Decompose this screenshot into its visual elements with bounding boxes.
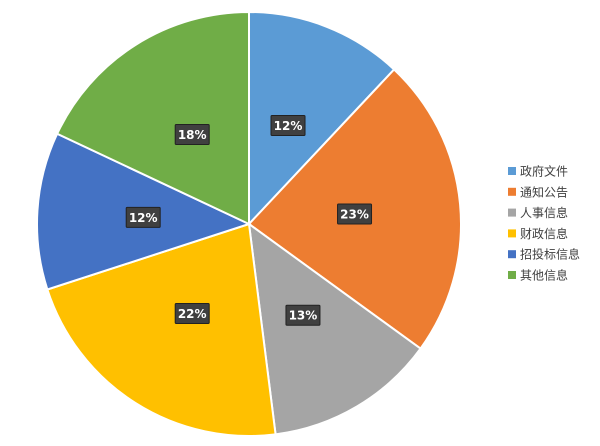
- data-label: 22%: [178, 307, 207, 321]
- data-label: 23%: [340, 208, 369, 222]
- legend-label: 通知公告: [520, 185, 568, 199]
- legend-swatch: [508, 250, 516, 259]
- legend-swatch: [508, 208, 516, 217]
- data-label-box: [285, 304, 321, 326]
- data-label: 12%: [129, 211, 158, 225]
- data-label-box: [174, 124, 210, 146]
- data-label: 13%: [289, 309, 318, 323]
- legend-swatch: [508, 271, 516, 279]
- pie-slice: [247, 221, 422, 436]
- legend-swatch: [508, 229, 516, 238]
- legend-label: 人事信息: [520, 205, 568, 220]
- data-label: 12%: [274, 119, 303, 133]
- data-label-box: [337, 203, 373, 225]
- data-label-box: [174, 302, 210, 324]
- legend-label: 政府文件: [520, 164, 568, 179]
- data-label-box: [125, 206, 161, 228]
- data-label: 18%: [178, 128, 207, 142]
- pie-slice: [248, 10, 396, 227]
- data-label-box: [270, 114, 306, 136]
- legend-label: 其他信息: [520, 268, 568, 283]
- pie-slice: [55, 10, 250, 226]
- legend-label: 财政信息: [520, 226, 568, 241]
- pie-slice: [46, 222, 277, 437]
- legend-swatch: [508, 167, 516, 175]
- legend-label: 招投标信息: [520, 247, 580, 262]
- legend-swatch: [508, 187, 516, 196]
